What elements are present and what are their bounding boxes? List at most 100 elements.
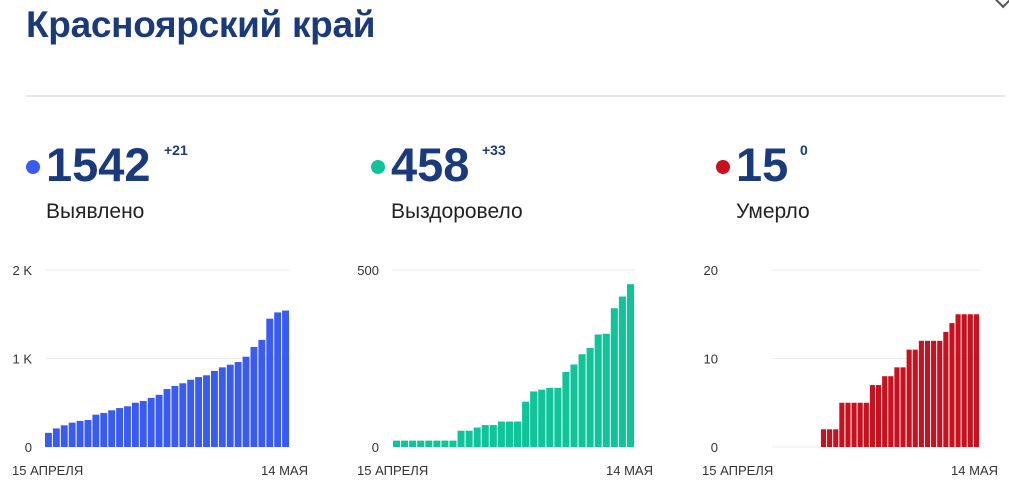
- recovered-bar: [538, 389, 546, 447]
- deaths-value: 15: [736, 138, 789, 191]
- detected-bar: [52, 428, 60, 447]
- recovered-bar: [409, 440, 417, 447]
- recovered-bar: [618, 296, 626, 447]
- deaths-bar: [876, 385, 882, 447]
- detected-bar: [131, 402, 139, 447]
- deaths-bar: [851, 402, 857, 447]
- deaths-bar: [955, 314, 961, 447]
- detected-y-tick-label: 0: [25, 440, 32, 455]
- deaths-bar: [820, 429, 827, 447]
- recovered-x-start-label: 15 АПРЕЛЯ: [357, 463, 428, 478]
- recovered-bar: [602, 333, 610, 447]
- detected-bar: [76, 420, 84, 447]
- recovered-bar: [626, 284, 634, 447]
- detected-label: Выявлено: [46, 200, 145, 223]
- detected-bar: [139, 400, 147, 447]
- detected-bar: [250, 346, 258, 447]
- recovered-bar: [473, 427, 481, 447]
- detected-bar: [92, 414, 100, 447]
- detected-y-tick-label: 1 K: [12, 352, 32, 367]
- detected-bar: [282, 310, 289, 447]
- deaths-bar: [949, 323, 955, 447]
- deaths-bar: [894, 367, 900, 447]
- deaths-bar: [845, 402, 851, 447]
- detected-x-end-label: 14 МАЯ: [261, 463, 308, 478]
- deaths-bar: [863, 402, 869, 447]
- recovered-label: Выздоровело: [391, 200, 523, 223]
- detected-bar: [100, 412, 108, 447]
- detected-bar: [84, 420, 92, 447]
- deaths-x-start-label: 15 АПРЕЛЯ: [702, 463, 773, 478]
- detected-bar: [187, 379, 195, 447]
- recovered-bar: [562, 371, 570, 447]
- detected-dot-icon: [26, 160, 40, 174]
- detected-bar: [274, 312, 282, 447]
- stat-detected: 1542 +21 Выявлено: [26, 136, 326, 236]
- detected-bar: [68, 422, 76, 447]
- recovered-bar: [489, 425, 497, 447]
- detected-bar: [60, 425, 68, 447]
- recovered-bar: [530, 391, 538, 447]
- stat-recovered: 458 +33 Выздоровело: [371, 136, 671, 236]
- recovered-bar: [554, 387, 562, 447]
- recovered-bar: [522, 401, 530, 447]
- deaths-bar: [912, 349, 918, 447]
- deaths-chart: 20 10 0 15 АПРЕЛЯ 14 МАЯ: [702, 263, 998, 478]
- detected-chart: 2 K 1 K 0 15 АПРЕЛЯ 14 МАЯ: [12, 263, 308, 478]
- recovered-bar: [505, 421, 513, 447]
- deaths-bar: [943, 331, 949, 447]
- recovered-value: 458: [391, 138, 470, 191]
- recovered-bar: [465, 430, 473, 447]
- recovered-bar: [417, 440, 425, 447]
- detected-y-tick-label: 2 K: [12, 263, 32, 278]
- recovered-bar: [610, 308, 618, 447]
- deaths-bar: [888, 376, 894, 447]
- detected-bar: [210, 370, 218, 447]
- recovered-bar: [594, 334, 602, 447]
- deaths-bar: [827, 429, 833, 447]
- detected-bar: [108, 410, 116, 447]
- detected-bar: [226, 364, 234, 447]
- stat-deaths: 15 0 Умерло: [716, 136, 1009, 236]
- recovered-bar: [449, 440, 457, 447]
- recovered-bar: [514, 421, 522, 447]
- detected-bar: [195, 377, 203, 447]
- deaths-bar: [906, 349, 912, 447]
- deaths-label: Умерло: [736, 200, 810, 223]
- detected-bar: [155, 394, 163, 447]
- detected-bar: [45, 432, 52, 447]
- deaths-y-tick-label: 20: [704, 263, 718, 278]
- recovered-y-tick-label: 0: [372, 440, 379, 455]
- deaths-bar: [931, 340, 937, 447]
- detected-bar: [124, 406, 131, 447]
- detected-bar: [163, 389, 171, 447]
- recovered-bar: [433, 440, 441, 447]
- recovered-bar: [425, 440, 433, 447]
- recovered-bar: [441, 440, 449, 447]
- detected-bar: [203, 375, 210, 447]
- detected-bar: [116, 408, 124, 447]
- detected-value: 1542: [46, 138, 151, 191]
- deaths-bar: [882, 376, 888, 447]
- divider: [26, 95, 1005, 97]
- deaths-bar: [869, 385, 875, 447]
- deaths-bar: [937, 340, 943, 447]
- deaths-bar: [833, 429, 839, 447]
- deaths-y-tick-label: 10: [704, 352, 718, 367]
- deaths-delta: 0: [800, 142, 808, 158]
- deaths-bar: [967, 314, 973, 447]
- recovered-bar: [481, 425, 489, 447]
- deaths-x-end-label: 14 МАЯ: [951, 463, 998, 478]
- page-title: Красноярский край: [26, 4, 376, 45]
- deaths-bar: [961, 314, 967, 447]
- detected-bar: [266, 318, 274, 447]
- recovered-bar: [401, 440, 409, 447]
- deaths-bar: [918, 340, 924, 447]
- recovered-y-tick-label: 500: [357, 263, 379, 278]
- deaths-bar: [857, 402, 863, 447]
- deaths-bar: [924, 340, 931, 447]
- chevron-down-icon[interactable]: [991, 0, 1009, 9]
- detected-bar: [218, 367, 226, 447]
- detected-bar: [147, 397, 155, 447]
- recovered-delta: +33: [482, 142, 506, 158]
